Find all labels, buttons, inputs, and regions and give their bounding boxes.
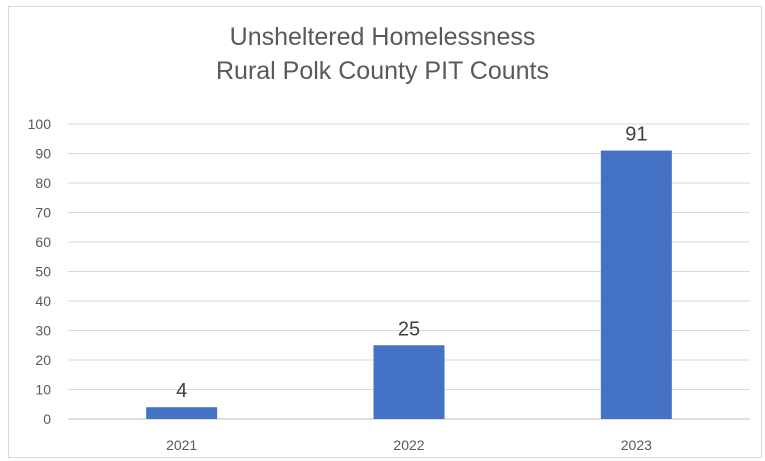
y-tick-label-0: 0 [43, 411, 51, 427]
y-tick-label-40: 40 [35, 293, 51, 309]
data-label-2022: 25 [398, 318, 420, 340]
x-tick-label-2022: 2022 [393, 437, 424, 453]
y-tick-label-30: 30 [35, 323, 51, 339]
bar-2021 [146, 407, 217, 419]
data-label-2021: 4 [176, 380, 187, 402]
y-tick-label-100: 100 [28, 116, 52, 132]
y-tick-label-70: 70 [35, 205, 51, 221]
y-tick-label-20: 20 [35, 352, 51, 368]
y-tick-label-80: 80 [35, 175, 51, 191]
bar-2023 [601, 151, 672, 419]
y-tick-label-10: 10 [35, 382, 51, 398]
y-tick-label-50: 50 [35, 264, 51, 280]
y-tick-label-90: 90 [35, 146, 51, 162]
x-tick-label-2021: 2021 [166, 437, 197, 453]
data-label-2023: 91 [625, 124, 647, 146]
y-tick-label-60: 60 [35, 234, 51, 250]
bar-2022 [374, 345, 445, 419]
x-tick-label-2023: 2023 [621, 437, 652, 453]
